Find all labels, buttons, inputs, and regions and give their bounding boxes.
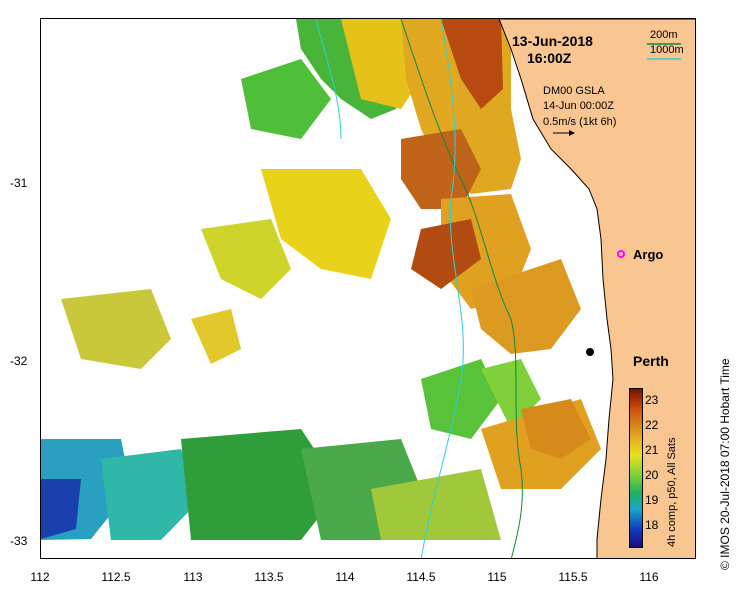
contour-200m: [400, 19, 523, 558]
contour-1000m: [420, 19, 464, 558]
colorbar-tick-22: 22: [645, 418, 659, 432]
gsla-title: DM00 GSLA: [543, 85, 605, 97]
map-date: 13-Jun-2018: [512, 33, 593, 49]
x-tick: 113: [183, 570, 203, 584]
colorbar-label: 4h comp, p50, All Sats: [666, 437, 678, 547]
legend-1000m-label: 1000m: [650, 44, 684, 56]
x-tick: 112.5: [101, 570, 131, 584]
colorbar-tick-18: 18: [645, 518, 659, 532]
legend-200m-label: 200m: [650, 29, 678, 41]
land-area: [498, 19, 695, 558]
sst-field: [41, 19, 601, 540]
colorbar: [629, 388, 643, 548]
perth-marker: [586, 348, 594, 356]
x-tick: 115.5: [558, 570, 588, 584]
arrow-icon: [553, 130, 575, 136]
credit-text: © IMOS 20-Jul-2018 07:00 Hobart Time: [718, 358, 732, 570]
x-tick: 116: [639, 570, 659, 584]
gsla-scale: 0.5m/s (1kt 6h): [543, 116, 617, 128]
gsla-time: 14-Jun 00:00Z: [543, 100, 614, 112]
y-tick: -33: [10, 534, 28, 548]
colorbar-tick-19: 19: [645, 493, 659, 507]
x-tick: 115: [487, 570, 507, 584]
x-tick: 114.5: [406, 570, 436, 584]
sst-map: [41, 19, 695, 558]
perth-label: Perth: [633, 353, 669, 369]
colorbar-tick-23: 23: [645, 393, 659, 407]
colorbar-tick-20: 20: [645, 468, 659, 482]
argo-marker: [617, 250, 625, 258]
x-tick: 113.5: [254, 570, 284, 584]
colorbar-tick-21: 21: [645, 443, 659, 457]
x-tick: 114: [335, 570, 355, 584]
argo-label: Argo: [633, 247, 664, 262]
map-frame: [40, 18, 696, 559]
y-tick: -31: [10, 176, 28, 190]
map-time: 16:00Z: [527, 50, 572, 66]
contour-1000m-2: [315, 19, 342, 140]
y-tick: -32: [10, 354, 28, 368]
x-tick: 112: [30, 570, 50, 584]
